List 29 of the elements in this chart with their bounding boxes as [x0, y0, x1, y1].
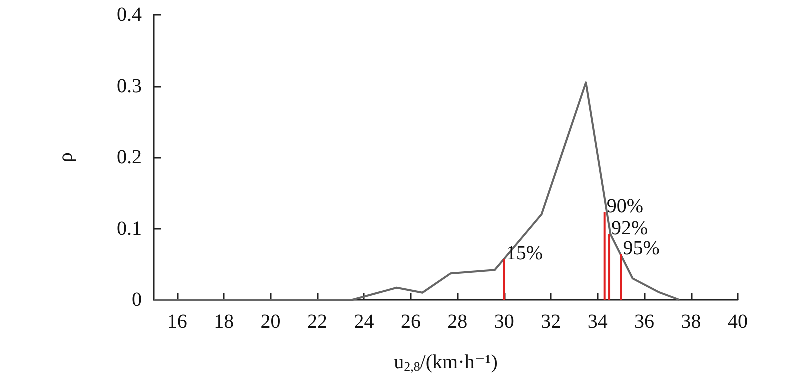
y-tick-label: 0.2: [117, 146, 142, 168]
x-tick-label: 26: [400, 311, 421, 333]
annotation: 15%: [506, 242, 544, 264]
x-tick-label: 38: [681, 311, 702, 333]
x-tick-label: 16: [167, 311, 188, 333]
y-tick-label: 0.1: [117, 218, 142, 240]
bar: [620, 254, 622, 300]
x-tick-label: 22: [308, 311, 328, 333]
bar: [604, 212, 606, 300]
bar: [608, 234, 611, 300]
x-tick-label: 28: [448, 311, 468, 333]
y-tick-label: 0.3: [117, 75, 142, 98]
x-tick-label: 32: [541, 311, 562, 333]
x-axis-title: u2,8/(km·h⁻¹): [394, 352, 498, 374]
x-tick-label: 40: [728, 311, 748, 333]
x-tick-label: 18: [214, 311, 234, 333]
x-tick-label: 34: [588, 311, 608, 333]
y-axis-title: ρ: [55, 152, 77, 162]
x-tick-label: 30: [494, 311, 514, 333]
annotation: 90%: [606, 195, 644, 218]
bar: [503, 259, 506, 300]
y-tick-label: 0.4: [117, 4, 142, 26]
annotation: 95%: [623, 237, 660, 260]
line-series: [153, 82, 681, 301]
x-tick-label: 24: [354, 311, 374, 333]
x-tick-label: 36: [634, 311, 655, 333]
y-tick-label: 0: [132, 289, 142, 311]
annotation: 92%: [612, 217, 648, 240]
x-tick-label: 20: [260, 311, 281, 333]
